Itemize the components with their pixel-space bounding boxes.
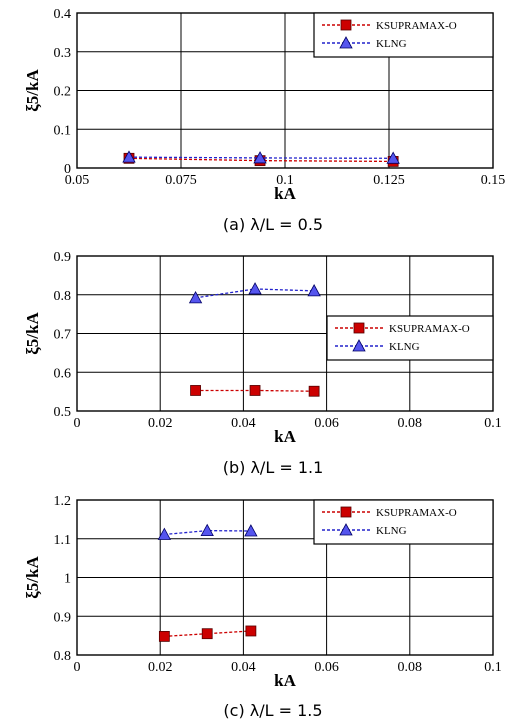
data-point-square [201, 628, 213, 640]
legend-label: KSUPRAMAX-O [389, 323, 470, 335]
x-tick-label: 0.1 [484, 660, 502, 675]
x-tick-label: 0.02 [148, 660, 173, 675]
x-tick-label: 0.08 [398, 416, 423, 431]
x-tick-label: 0.1 [276, 173, 294, 188]
x-tick-label: 0 [74, 416, 81, 431]
y-tick-label: 0.5 [54, 405, 72, 420]
legend-label: KSUPRAMAX-O [376, 20, 457, 32]
y-axis-label: ξ5/kA [23, 556, 42, 599]
legend-label: KLNG [389, 341, 420, 353]
y-tick-label: 1.1 [54, 533, 72, 548]
legend-label: KLNG [376, 38, 407, 50]
plot-frame [76, 12, 494, 169]
data-point-triangle [122, 150, 136, 163]
y-tick-label: 0.4 [54, 7, 72, 22]
x-tick-label: 0.125 [373, 173, 405, 188]
x-tick-label: 0.08 [398, 660, 423, 675]
y-tick-label: 0.9 [54, 250, 72, 265]
x-axis-label: kA [274, 184, 296, 203]
data-point-square [245, 625, 257, 637]
y-tick-label: 0.3 [54, 46, 72, 61]
x-tick-label: 0.04 [231, 416, 256, 431]
y-axis-label: ξ5/kA [23, 69, 42, 112]
data-point-triangle [244, 524, 258, 537]
x-axis-label: kA [274, 671, 296, 690]
y-tick-label: 0.9 [54, 610, 72, 625]
y-tick-label: 0.8 [54, 289, 72, 304]
data-point-square [249, 385, 261, 396]
x-tick-label: 0.075 [165, 173, 197, 188]
y-tick-label: 1 [64, 572, 71, 587]
legend: KSUPRAMAX-O KLNG [326, 315, 494, 361]
legend-marker-triangle [352, 339, 366, 352]
series-line-triangle [164, 529, 251, 536]
data-point-triangle [248, 282, 262, 295]
plot-frame [76, 499, 494, 656]
chart-panel-1: 0.05 0.075 0.1 0.125 0.15 0 0.1 0.2 0.3 0.4 kA ξ5/k… [23, 7, 505, 234]
data-point-triangle [157, 527, 172, 540]
data-point-triangle [188, 291, 203, 304]
legend-label: KSUPRAMAX-O [376, 507, 457, 519]
x-axis-label: kA [274, 427, 296, 446]
data-point-triangle [307, 284, 321, 297]
legend-marker-square [340, 19, 352, 31]
legend: KSUPRAMAX-O KLNG [313, 12, 494, 58]
legend: KSUPRAMAX-O KLNG [313, 499, 494, 545]
chart-panel-3: 0 0.02 0.04 0.06 0.08 0.1 0.8 0.9 1 1.1 1.2 kA ξ5/kA… [23, 494, 502, 720]
x-tick-label: 0.15 [481, 173, 506, 188]
y-tick-label: 0.7 [54, 328, 72, 343]
x-tick-label: 0.06 [314, 416, 339, 431]
legend-box [313, 12, 494, 58]
x-tick-label: 0.06 [314, 660, 339, 675]
panel-caption: (a) λ/L = 0.5 [223, 215, 323, 234]
y-axis-label: ξ5/kA [23, 312, 42, 355]
panel-caption: (c) λ/L = 1.5 [223, 701, 322, 720]
y-tick-label: 0.2 [54, 85, 72, 100]
x-tick-label: 0 [74, 660, 81, 675]
data-point-square [308, 385, 320, 397]
x-tick-label: 0.1 [484, 416, 502, 431]
y-tick-label: 1.2 [54, 494, 72, 509]
legend-marker-square [353, 322, 365, 334]
y-tick-label: 0.6 [54, 366, 72, 381]
data-point-triangle [253, 151, 267, 164]
data-point-triangle [386, 151, 400, 164]
legend-marker-triangle [339, 36, 353, 49]
chart-panel-2: 0 0.02 0.04 0.06 0.08 0.1 0.5 0.6 0.7 0.8 0.9 kA ξ5/… [23, 250, 502, 477]
y-tick-label: 0.8 [54, 649, 72, 664]
legend-marker-square [340, 506, 352, 518]
legend-marker-triangle [339, 523, 353, 536]
panel-caption: (b) λ/L = 1.1 [223, 458, 324, 477]
x-tick-label: 0.04 [231, 660, 256, 675]
data-point-square [158, 631, 170, 642]
x-tick-label: 0.02 [148, 416, 173, 431]
y-tick-label: 0 [64, 162, 71, 177]
x-tick-label: 0.05 [65, 173, 90, 188]
data-point-square [190, 385, 201, 396]
y-tick-label: 0.1 [54, 123, 72, 138]
legend-label: KLNG [376, 525, 407, 537]
data-point-triangle [200, 523, 214, 537]
